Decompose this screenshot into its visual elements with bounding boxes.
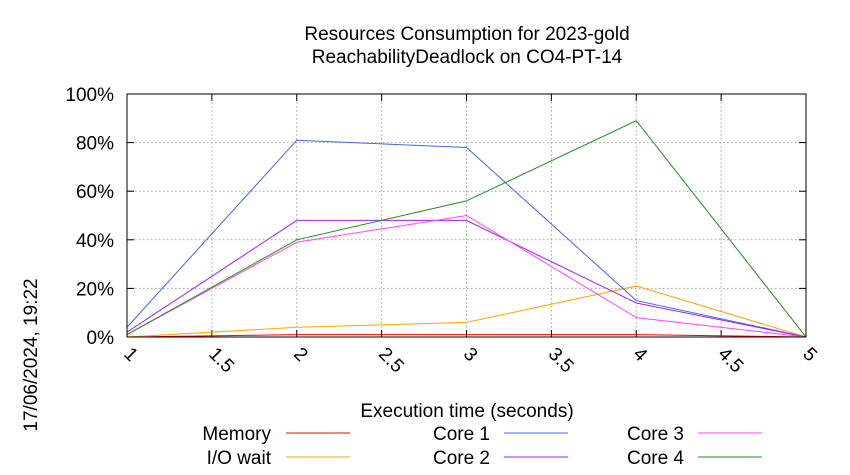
y-tick-label: 0% [87,328,115,349]
y-tick-label: 20% [76,279,114,300]
series-line-core-3 [126,214,807,338]
series-line-core-1 [126,139,807,338]
x-tick-label: 4.5 [714,344,748,378]
series-line-memory [126,334,807,338]
chart-title-line-1: Resources Consumption for 2023-gold [304,24,629,45]
x-tick-label: 1 [119,344,141,366]
x-tick-label: 3.5 [544,344,578,378]
y-tick-label: 100% [65,85,114,106]
chart-title-line-2: ReachabilityDeadlock on CO4-PT-14 [312,47,623,68]
x-tick-label: 5 [798,344,820,366]
series-line-core-2 [126,219,807,338]
x-axis-label: Execution time (seconds) [360,401,573,422]
plot-frame [126,93,807,338]
legend-label-core-1: Core 1 [433,424,490,445]
x-tick-label: 2 [289,344,311,366]
tick-labels: 0% 20% 40% 60% 80% 100% 1 1.5 2 2.5 3 3.5 4 4.5 5 [65,85,820,377]
legend-label-i-o-wait: I/O wait [207,448,272,469]
y-tick-label: 60% [76,182,114,203]
series-lines [126,120,807,338]
legend-label-core-2: Core 2 [433,448,490,469]
x-tick-label: 4 [629,344,652,367]
series-line-core-4 [126,120,807,338]
legend-label-memory: Memory [202,424,271,445]
x-tick-label: 1.5 [204,344,238,378]
series-line-i-o-wait [126,285,807,338]
y-tick-label: 80% [76,134,114,155]
y-tick-label: 40% [76,231,114,252]
legend-label-core-3: Core 3 [627,424,684,445]
legend-label-core-4: Core 4 [627,448,684,469]
x-tick-label: 3 [459,344,481,366]
x-tick-label: 2.5 [374,344,408,378]
timestamp-label: 17/06/2024, 19:22 [21,278,42,431]
legend: Memory I/O wait Core 1 Core 2 Core 3 Core 4 [202,424,762,469]
